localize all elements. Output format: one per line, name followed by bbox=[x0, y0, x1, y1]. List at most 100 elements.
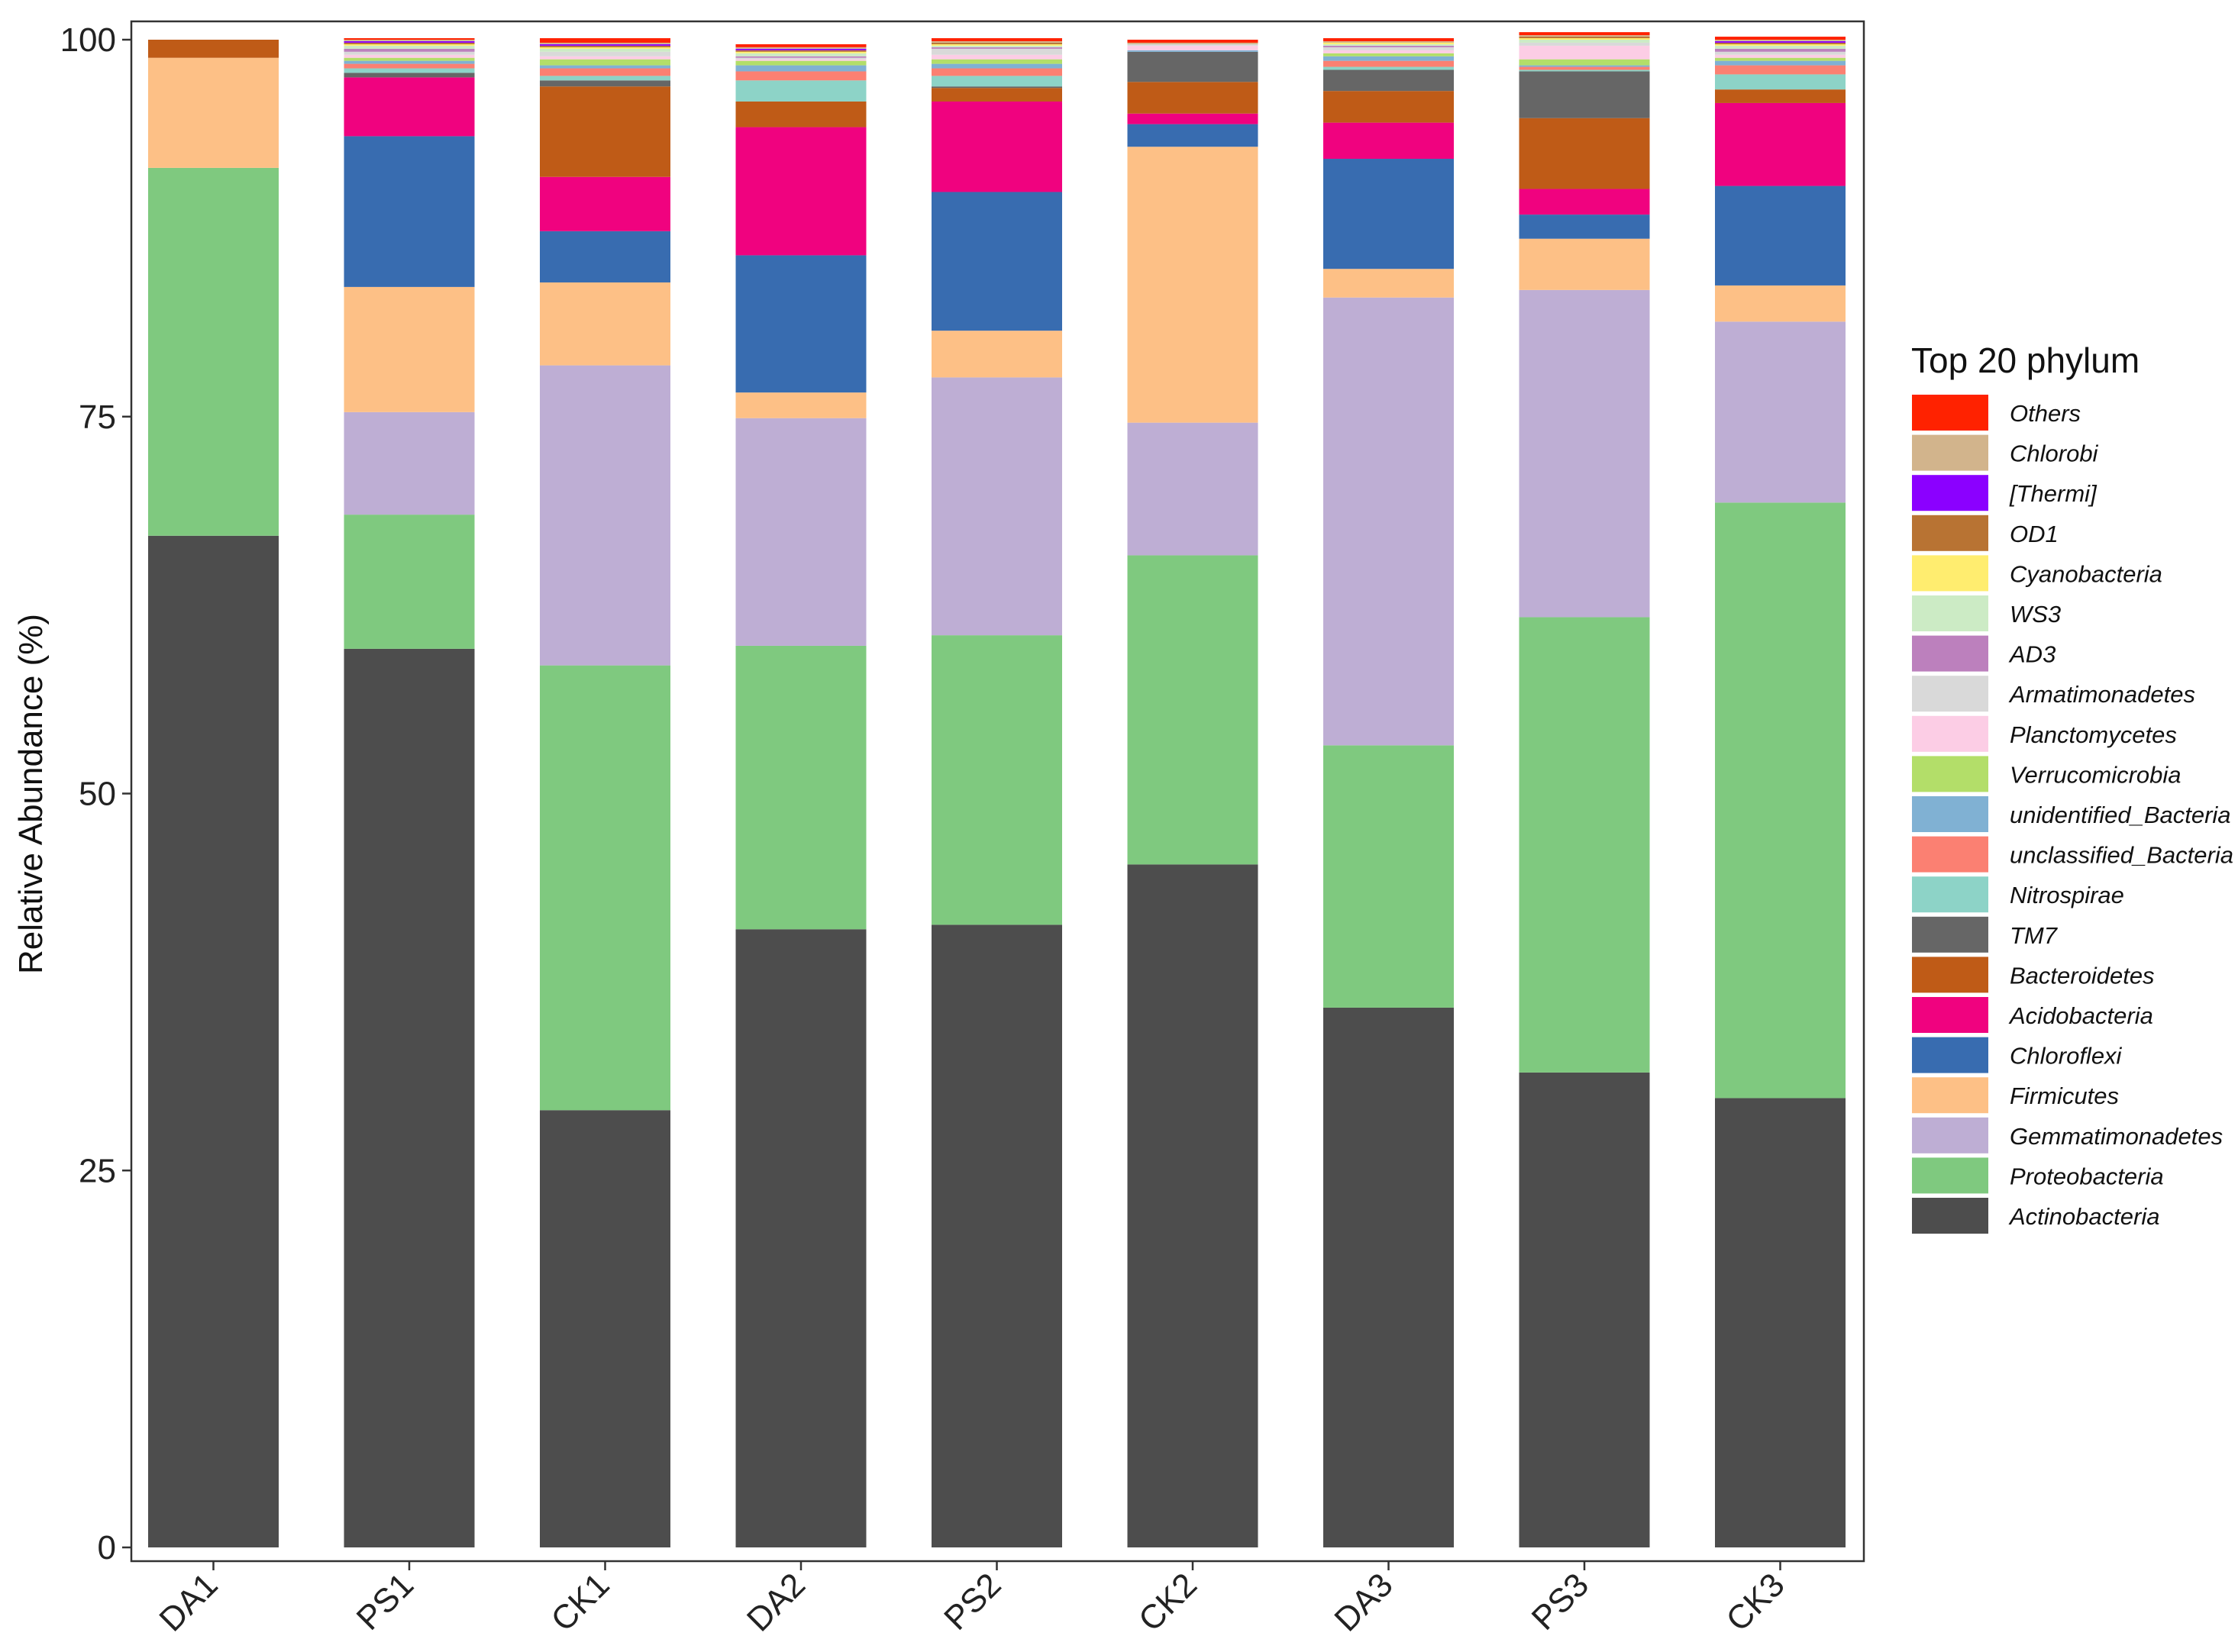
bar-segment-ck3-bacteroidetes bbox=[1715, 89, 1846, 103]
bar-segment-ck3-actinobacteria bbox=[1715, 1098, 1846, 1547]
bar-segment-ck2-proteobacteria bbox=[1127, 555, 1258, 865]
legend-swatch-verrucomicrobia bbox=[1912, 756, 1988, 792]
bar-segment-ps2-chlorobi bbox=[932, 40, 1062, 43]
legend-swatch-bacteroidetes bbox=[1912, 957, 1988, 993]
bar-segment-da2-od1 bbox=[735, 50, 867, 52]
bar-segment-ck3-thermi bbox=[1715, 40, 1846, 43]
bar-segment-ps2-tm7 bbox=[932, 86, 1062, 89]
bar-segment-ck3-firmicutes bbox=[1715, 285, 1846, 322]
bar-segment-ck2-actinobacteria bbox=[1127, 864, 1258, 1547]
bar-segment-ps3-unclassified-bacteria bbox=[1519, 66, 1650, 70]
bar-segment-da3-firmicutes bbox=[1323, 269, 1454, 298]
bar-segment-ck2-gemmatimonadetes bbox=[1127, 422, 1258, 556]
bar-segment-ps2-ad3 bbox=[932, 47, 1062, 49]
bar-segment-ck3-planctomycetes bbox=[1715, 54, 1846, 58]
bar-segment-da3-tm7 bbox=[1323, 69, 1454, 92]
bar-segment-da2-unclassified-bacteria bbox=[735, 71, 867, 81]
bar-segment-ps2-unclassified-bacteria bbox=[932, 68, 1062, 76]
legend-label: Verrucomicrobia bbox=[2010, 761, 2181, 788]
bar-segment-ck1-thermi bbox=[540, 44, 670, 46]
legend-swatch-firmicutes bbox=[1912, 1077, 1988, 1114]
bar-segment-da1-actinobacteria bbox=[148, 535, 279, 1547]
bar-segment-ck3-acidobacteria bbox=[1715, 102, 1846, 186]
bar-segment-ps1-gemmatimonadetes bbox=[344, 411, 475, 515]
legend-label: [Thermi] bbox=[2009, 480, 2098, 507]
bar-segment-ps3-armatimonadetes bbox=[1519, 42, 1650, 46]
bar-segment-ck3-armatimonadetes bbox=[1715, 51, 1846, 55]
bar-segment-da2-gemmatimonadetes bbox=[735, 418, 867, 646]
bar-segment-da2-actinobacteria bbox=[735, 929, 867, 1547]
bar-segment-ps1-ad3 bbox=[344, 48, 475, 52]
bar-segment-ps1-od1 bbox=[344, 42, 475, 44]
bar-segment-ck1-bacteroidetes bbox=[540, 86, 670, 177]
bar-segment-ps1-acidobacteria bbox=[344, 77, 475, 137]
bar-segment-ck2-planctomycetes bbox=[1127, 45, 1258, 50]
legend-swatch-planctomycetes bbox=[1912, 715, 1988, 752]
bar-segment-ck3-od1 bbox=[1715, 42, 1846, 44]
bar-segment-ps3-unidentified-bacteria bbox=[1519, 65, 1650, 67]
bar-segment-da3-unidentified-bacteria bbox=[1323, 56, 1454, 61]
bar-segment-ps1-chlorobi bbox=[344, 40, 475, 41]
bar-segment-ps3-gemmatimonadetes bbox=[1519, 289, 1650, 618]
bar-segment-ck2-firmicutes bbox=[1127, 147, 1258, 423]
bar-segment-da2-nitrospirae bbox=[735, 80, 867, 102]
bar-segment-ps2-gemmatimonadetes bbox=[932, 377, 1062, 636]
y-axis: 0 25 50 75 100 bbox=[60, 21, 131, 1566]
bar-segment-ck3-cyanobacteria bbox=[1715, 44, 1846, 46]
legend-swatch-tm7 bbox=[1912, 916, 1988, 953]
bar-segment-ps1-unclassified-bacteria bbox=[344, 63, 475, 69]
bar-segment-ck2-acidobacteria bbox=[1127, 113, 1258, 124]
legend-label: Planctomycetes bbox=[2010, 721, 2177, 748]
y-tick-label: 100 bbox=[60, 21, 116, 59]
bar-segment-da3-armatimonadetes bbox=[1323, 47, 1454, 50]
bar-segment-ck2-others bbox=[1127, 40, 1258, 43]
bar-segment-ck3-verrucomicrobia bbox=[1715, 57, 1846, 61]
bar-segment-ps1-unidentified-bacteria bbox=[344, 60, 475, 64]
bar-segment-da2-unidentified-bacteria bbox=[735, 65, 867, 72]
bar-segment-da3-ws3 bbox=[1323, 44, 1454, 46]
legend-label: OD1 bbox=[2010, 521, 2059, 547]
bar-segment-ps1-armatimonadetes bbox=[344, 51, 475, 55]
bar-segment-ck2-armatimonadetes bbox=[1127, 44, 1258, 46]
bars-layer bbox=[148, 32, 1846, 1547]
bar-segment-ps2-armatimonadetes bbox=[932, 48, 1062, 55]
bar-segment-da1-proteobacteria bbox=[148, 167, 279, 536]
bar-segment-ck3-ws3 bbox=[1715, 45, 1846, 49]
bar-segment-ps2-firmicutes bbox=[932, 331, 1062, 378]
bar-segment-da3-planctomycetes bbox=[1323, 50, 1454, 53]
bar-segment-ck1-cyanobacteria bbox=[540, 47, 670, 49]
y-axis-title: Relative Abundance (%) bbox=[12, 614, 50, 974]
bar-segment-ps1-verrucomicrobia bbox=[344, 57, 475, 61]
bar-segment-da3-proteobacteria bbox=[1323, 745, 1454, 1008]
bar-segment-ps3-chlorobi bbox=[1519, 35, 1650, 37]
bar-segment-ps2-others bbox=[932, 38, 1062, 41]
legend-swatch-chlorobi bbox=[1912, 434, 1988, 471]
legend-swatch-thermi bbox=[1912, 475, 1988, 511]
bar-segment-ck1-acidobacteria bbox=[540, 176, 670, 231]
bar-segment-ck1-chlorobi bbox=[540, 42, 670, 44]
bar-segment-ps1-others bbox=[344, 38, 475, 40]
legend-label: unclassified_Bacteria bbox=[2010, 842, 2233, 869]
bar-segment-ps2-actinobacteria bbox=[932, 924, 1062, 1547]
legend-label: Chloroflexi bbox=[2010, 1043, 2123, 1070]
bar-segment-ck3-chlorobi bbox=[1715, 40, 1846, 41]
legend-label: Bacteroidetes bbox=[2010, 962, 2155, 989]
bar-segment-ps1-tm7 bbox=[344, 73, 475, 78]
bar-segment-ps3-od1 bbox=[1519, 37, 1650, 39]
bar-segment-da3-acidobacteria bbox=[1323, 122, 1454, 160]
bar-segment-ck1-armatimonadetes bbox=[540, 51, 670, 56]
bar-segment-ps3-firmicutes bbox=[1519, 238, 1650, 290]
legend-label: Cyanobacteria bbox=[2010, 560, 2162, 587]
y-tick-label: 0 bbox=[98, 1529, 116, 1566]
bar-segment-ck1-unidentified-bacteria bbox=[540, 65, 670, 69]
bar-segment-da2-verrucomicrobia bbox=[735, 60, 867, 66]
bar-segment-da2-ws3 bbox=[735, 53, 867, 56]
y-tick-label: 50 bbox=[79, 776, 116, 813]
y-tick-label: 75 bbox=[79, 398, 116, 436]
bar-segment-da1-bacteroidetes bbox=[148, 40, 279, 58]
bar-segment-da3-bacteroidetes bbox=[1323, 91, 1454, 123]
bar-segment-ps3-tm7 bbox=[1519, 71, 1650, 118]
bar-segment-ck1-gemmatimonadetes bbox=[540, 365, 670, 666]
bar-segment-ck1-nitrospirae bbox=[540, 76, 670, 81]
